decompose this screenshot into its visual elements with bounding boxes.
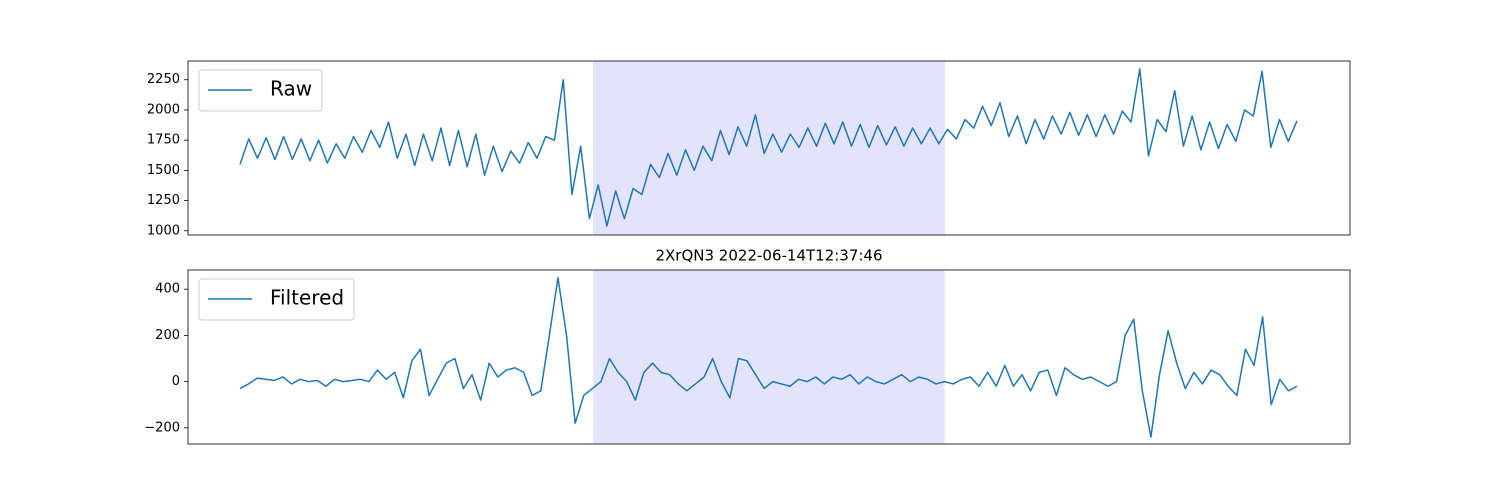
y-tick-label: 1250 <box>147 193 180 208</box>
y-tick-label: 1750 <box>147 133 180 148</box>
legend-frame <box>198 69 323 112</box>
highlight-span <box>592 61 945 235</box>
legend-label: Raw <box>270 77 312 101</box>
data-line <box>239 276 1298 438</box>
y-tick-label: 2000 <box>147 102 180 117</box>
y-tick-label: −200 <box>144 420 180 435</box>
y-tick-label: 1000 <box>147 223 180 238</box>
y-tick-label: 200 <box>155 328 180 343</box>
chart-title: 2XrQN3 2022-06-14T12:37:46 <box>655 247 882 265</box>
data-line <box>239 68 1298 227</box>
y-tick-label: 2250 <box>147 72 180 87</box>
legend-frame <box>198 278 355 321</box>
legend: Raw <box>198 69 323 112</box>
axes-frame <box>187 269 1351 445</box>
y-tick-label: 0 <box>172 374 180 389</box>
legend-label: Filtered <box>270 286 344 310</box>
legend: Filtered <box>198 278 355 321</box>
highlight-span <box>593 270 945 444</box>
axes-frame <box>187 60 1351 236</box>
y-tick-label: 400 <box>155 282 180 297</box>
y-tick-label: 1500 <box>147 163 180 178</box>
